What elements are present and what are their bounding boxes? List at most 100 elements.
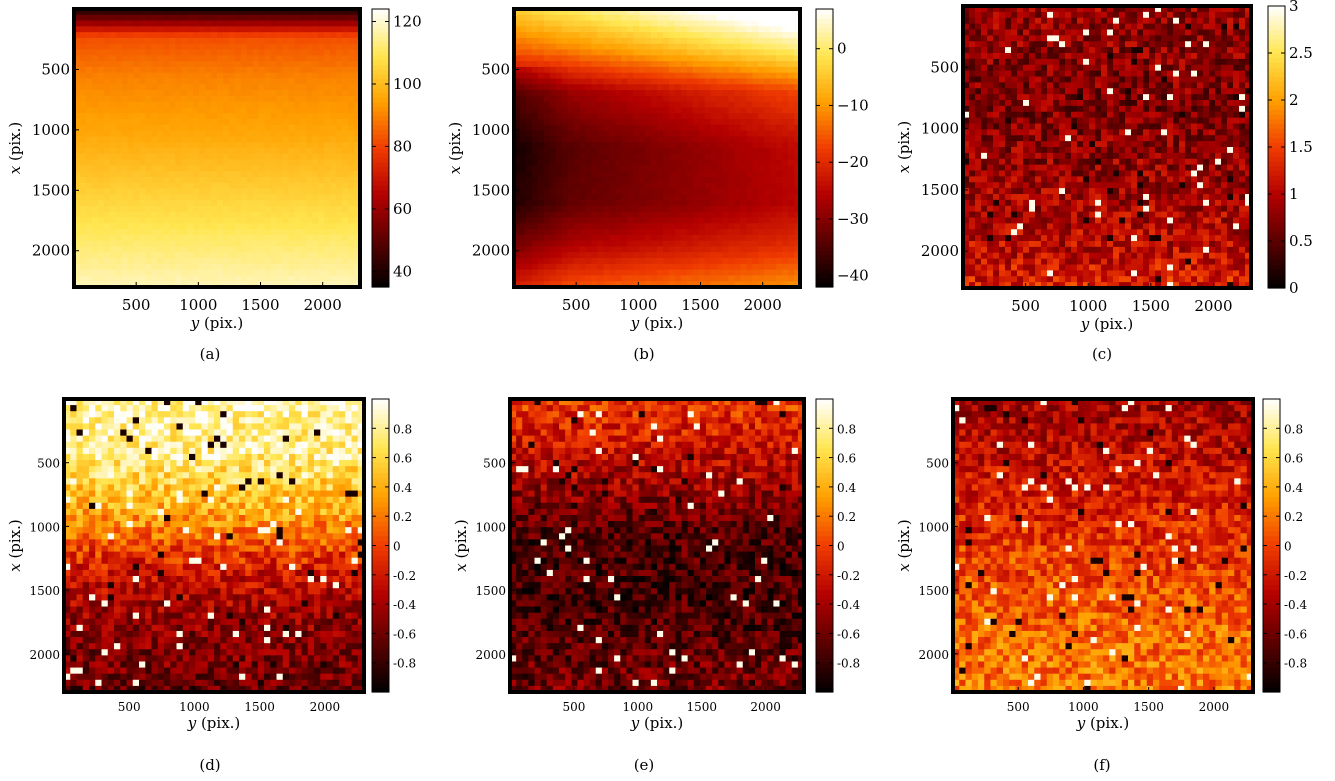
- x-axis-label: y (pix.): [187, 714, 241, 732]
- x-tick-label: 1000: [179, 700, 210, 714]
- x-axis-label: y (pix.): [1076, 714, 1130, 732]
- plot-frame: [72, 7, 362, 289]
- colorbar-tick-label: 0.6: [393, 452, 412, 466]
- colorbar-tick-label: 40: [393, 262, 412, 280]
- y-tick-label: 500: [41, 60, 70, 78]
- colorbar-frame: [371, 8, 390, 288]
- colorbar-tick-label: 2: [1289, 91, 1299, 109]
- y-tick-label: 1500: [29, 584, 60, 598]
- x-axis-label: y (pix.): [630, 314, 684, 332]
- colorbar-tick-label: 1.5: [1289, 138, 1313, 156]
- y-tick-label: 1000: [472, 121, 510, 139]
- x-tick-label: 1500: [681, 296, 719, 314]
- x-tick-label: 2000: [744, 296, 782, 314]
- x-tick-label: 1500: [1132, 297, 1170, 315]
- colorbar-tick-label: 2.5: [1289, 44, 1313, 62]
- x-tick-label: 500: [1007, 700, 1030, 714]
- y-tick-label: 1000: [32, 121, 70, 139]
- y-tick-label: 500: [483, 457, 506, 471]
- colorbar-tick-label: -0.4: [1284, 598, 1308, 612]
- heatmap-image: [64, 399, 365, 693]
- subplot-caption: (e): [634, 756, 655, 774]
- y-tick-label: 1500: [921, 181, 959, 199]
- colorbar-tick-label: 120: [393, 12, 422, 30]
- colorbar: -0.8 -0.6 -0.4 -0.2 0 0.2 0.4 0.6 0.8: [371, 398, 417, 693]
- heatmap-image: [963, 6, 1252, 289]
- y-axis-label: x (pix.): [6, 519, 24, 572]
- y-tick-label: 2000: [918, 648, 949, 662]
- y-tick-label: 2000: [32, 242, 70, 260]
- colorbar-frame: [815, 8, 834, 288]
- x-axis-label: y (pix.): [1080, 315, 1134, 333]
- y-axis-label: x (pix.): [446, 122, 464, 175]
- subplot-a: 500 1000 1500 2000 500 1000 1500 2000 y (pix.) x …: [6, 7, 422, 363]
- colorbar-tick-label: 0.2: [1284, 510, 1303, 524]
- colorbar-tick-label: 0: [1289, 279, 1299, 297]
- colorbar-tick-label: 0: [1284, 540, 1292, 554]
- x-tick-label: 500: [122, 296, 151, 314]
- colorbar-tick-label: 0.2: [393, 510, 412, 524]
- subplot-b: 500 1000 1500 2000 500 1000 1500 2000 y (pix.) x …: [446, 7, 869, 363]
- colorbar-tick-label: -0.8: [393, 657, 416, 671]
- colorbar-tick-label: -0.4: [393, 598, 417, 612]
- colorbar-tick-label: 0.2: [837, 510, 856, 524]
- x-tick-label: 2000: [1194, 297, 1232, 315]
- y-tick-label: 1500: [32, 181, 70, 199]
- subplot-caption: (f): [1093, 756, 1110, 774]
- x-tick-label: 1500: [1133, 700, 1164, 714]
- subplot-c: 500 1000 1500 2000 500 1000 1500 2000 y (pix.) x …: [895, 0, 1313, 363]
- y-tick-label: 1500: [472, 181, 510, 199]
- colorbar-tick-label: 0.4: [837, 481, 856, 495]
- subplot-caption: (b): [633, 345, 654, 363]
- colorbar: −40 −30 −20 −10 0: [815, 8, 869, 288]
- y-tick-label: 1500: [918, 584, 949, 598]
- subplot-f: 500 1000 1500 2000 500 1000 1500 2000 y (pix.) x …: [895, 397, 1308, 774]
- colorbar-tick-label: -0.6: [393, 627, 416, 641]
- subplot-d: 500 1000 1500 2000 500 1000 1500 2000 y (pix.) x …: [6, 397, 417, 774]
- x-tick-label: 500: [1011, 297, 1040, 315]
- plot-frame: [951, 397, 1255, 694]
- x-tick-label: 500: [562, 296, 591, 314]
- y-tick-label: 1000: [918, 520, 949, 534]
- x-tick-label: 2000: [1199, 700, 1230, 714]
- colorbar-tick-label: 0.8: [393, 422, 412, 436]
- x-tick-label: 2000: [310, 700, 341, 714]
- colorbar: -0.8 -0.6 -0.4 -0.2 0 0.2 0.4 0.6 0.8: [815, 398, 861, 693]
- colorbar-tick-label: 60: [393, 200, 412, 218]
- y-tick-label: 500: [930, 58, 959, 76]
- colorbar-tick-label: 0.4: [1284, 481, 1303, 495]
- colorbar-tick-label: -0.6: [837, 627, 860, 641]
- colorbar-tick-label: 0.5: [1289, 232, 1313, 250]
- x-tick-label: 500: [562, 700, 585, 714]
- y-tick-label: 500: [926, 457, 949, 471]
- colorbar-tick-label: 0: [837, 40, 847, 58]
- colorbar-tick-label: 0.6: [1284, 452, 1303, 466]
- y-tick-label: 1500: [475, 584, 506, 598]
- heatmap-image: [953, 399, 1254, 693]
- colorbar: 40 60 80 100 120: [371, 8, 422, 288]
- colorbar-tick-label: 3: [1289, 0, 1299, 15]
- x-tick-label: 1500: [686, 700, 717, 714]
- colorbar-tick-label: 0.4: [393, 481, 412, 495]
- colorbar-tick-label: -0.2: [393, 569, 416, 583]
- colorbar-tick-label: 0: [837, 540, 845, 554]
- plot-frame: [508, 397, 806, 694]
- x-axis-label: y (pix.): [190, 314, 244, 332]
- y-tick-label: 2000: [472, 242, 510, 260]
- x-tick-label: 1000: [1069, 297, 1107, 315]
- plot-frame: [961, 4, 1253, 290]
- x-tick-label: 1500: [244, 700, 275, 714]
- heatmap-image: [74, 9, 361, 288]
- colorbar-tick-label: 0.6: [837, 452, 856, 466]
- subplot-caption: (c): [1092, 345, 1112, 363]
- y-axis-label: x (pix.): [895, 121, 913, 174]
- subplot-caption: (d): [199, 756, 220, 774]
- x-tick-label: 1500: [241, 296, 279, 314]
- x-tick-label: 1000: [1068, 700, 1099, 714]
- y-axis-label: x (pix.): [452, 519, 470, 572]
- heatmap-image: [514, 9, 801, 288]
- y-axis-label: x (pix.): [6, 122, 24, 175]
- colorbar-tick-label: −30: [837, 210, 869, 228]
- plot-frame: [62, 397, 366, 694]
